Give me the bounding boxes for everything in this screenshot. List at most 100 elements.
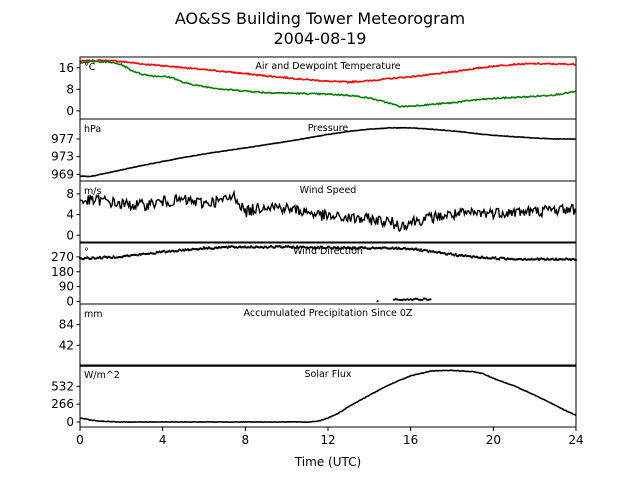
wind-direction-point — [154, 252, 157, 255]
panel-5: 42 84 mm Accumulated Precipitation Since 0Z — [59, 303, 577, 367]
wind-direction-point — [328, 245, 331, 248]
wind-direction-point — [336, 246, 339, 249]
wind-direction-point — [418, 249, 421, 252]
panel-unit-label: m/s — [84, 186, 101, 197]
y-tick-label: 0 — [66, 415, 74, 429]
wind-direction-point — [407, 298, 411, 301]
x-tick-label: 24 — [568, 433, 583, 447]
wind-direction-point — [429, 298, 432, 301]
y-tick-label: 270 — [51, 250, 74, 264]
wind-direction-point — [163, 249, 166, 252]
x-axis: 0 4 8 12 16 20 24 — [76, 427, 584, 447]
panel-unit-label: °C — [84, 62, 96, 73]
y-tick-label: 0 — [66, 295, 74, 309]
wind-direction-point — [317, 245, 320, 248]
panel-unit-label: mm — [84, 309, 103, 320]
wind-direction-point — [318, 247, 321, 250]
panel-title: Wind Speed — [300, 185, 357, 196]
wind-direction-point — [393, 298, 396, 301]
wind-direction-point — [98, 255, 101, 258]
series-line-1 — [79, 369, 577, 424]
wind-direction-point — [111, 256, 114, 260]
y-tick-label: 84 — [59, 318, 74, 332]
panel-title: Solar Flux — [305, 369, 352, 380]
wind-direction-point — [391, 246, 394, 249]
panel-title: Air and Dewpoint Temperature — [255, 61, 400, 72]
wind-direction-point — [273, 246, 276, 249]
y-tick-label: 8 — [66, 187, 74, 201]
wind-direction-point — [409, 298, 412, 301]
y-tick-label: 266 — [51, 397, 74, 411]
wind-direction-point — [454, 252, 457, 256]
y-tick-label: 180 — [51, 265, 74, 279]
x-tick-label: 0 — [76, 433, 84, 447]
wind-direction-point — [294, 246, 297, 250]
wind-direction-point — [453, 254, 456, 257]
wind-direction-point — [536, 257, 539, 260]
panel-unit-label: W/m^2 — [84, 370, 120, 381]
wind-direction-point — [404, 298, 407, 301]
wind-direction-points — [78, 244, 578, 303]
y-tick-label: 977 — [51, 132, 74, 146]
series-line-1 — [79, 126, 577, 178]
wind-direction-point — [494, 256, 497, 259]
y-tick-label: 0 — [66, 104, 74, 118]
wind-direction-point — [112, 255, 115, 258]
y-tick-label: 532 — [51, 379, 74, 393]
wind-direction-point — [399, 298, 402, 302]
y-tick-label: 90 — [59, 280, 74, 294]
wind-direction-point — [201, 247, 204, 250]
wind-direction-point — [290, 246, 294, 249]
panel-title: Wind Direction — [293, 246, 363, 257]
panel-unit-label: ° — [84, 247, 89, 258]
panel-frame — [79, 180, 577, 244]
y-tick-label: 973 — [51, 150, 74, 164]
wind-direction-point — [419, 248, 423, 251]
wind-direction-point — [411, 299, 414, 302]
y-tick-label: 16 — [59, 61, 74, 75]
x-tick-label: 16 — [403, 433, 418, 447]
wind-direction-point — [396, 298, 399, 301]
y-tick-label: 0 — [66, 228, 74, 242]
wind-direction-point — [376, 300, 379, 303]
wind-direction-point — [422, 297, 425, 300]
x-axis-label: Time (UTC) — [294, 455, 361, 469]
panel-unit-label: hPa — [84, 124, 101, 135]
wind-direction-point — [555, 257, 558, 260]
panel-title: Pressure — [308, 123, 349, 134]
wind-direction-point — [414, 247, 418, 250]
wind-direction-point — [426, 249, 429, 252]
x-tick-label: 4 — [159, 433, 167, 447]
y-tick-label: 969 — [51, 167, 74, 181]
y-tick-label: 42 — [59, 338, 74, 352]
wind-direction-point — [414, 297, 417, 300]
wind-direction-point — [341, 247, 344, 250]
wind-direction-point — [421, 299, 424, 302]
wind-direction-point — [176, 250, 180, 253]
y-tick-label: 4 — [66, 208, 74, 222]
series-line-1 — [79, 58, 577, 84]
figure-title: AO&SS Building Tower Meteorogram — [175, 9, 465, 28]
figure-subtitle-date: 2004-08-19 — [274, 29, 367, 48]
panel-2: 969 973 977 hPa Pressure — [51, 118, 577, 182]
wind-direction-point — [417, 248, 420, 251]
x-tick-label: 12 — [320, 433, 335, 447]
panel-frame — [79, 303, 577, 367]
wind-direction-point — [498, 258, 501, 261]
y-tick-label: 8 — [66, 82, 74, 96]
series-line-1 — [79, 189, 577, 233]
wind-direction-point — [479, 257, 482, 260]
x-tick-label: 20 — [486, 433, 501, 447]
x-tick-label: 8 — [242, 433, 250, 447]
wind-direction-point — [424, 297, 427, 300]
wind-direction-point — [416, 297, 419, 300]
series-line-2 — [79, 60, 577, 108]
wind-direction-point — [401, 299, 404, 302]
panel-title: Accumulated Precipitation Since 0Z — [244, 308, 413, 319]
panel-3: 0 4 8 m/s Wind Speed — [66, 180, 577, 244]
wind-direction-point — [426, 298, 429, 301]
wind-direction-point — [417, 298, 420, 301]
